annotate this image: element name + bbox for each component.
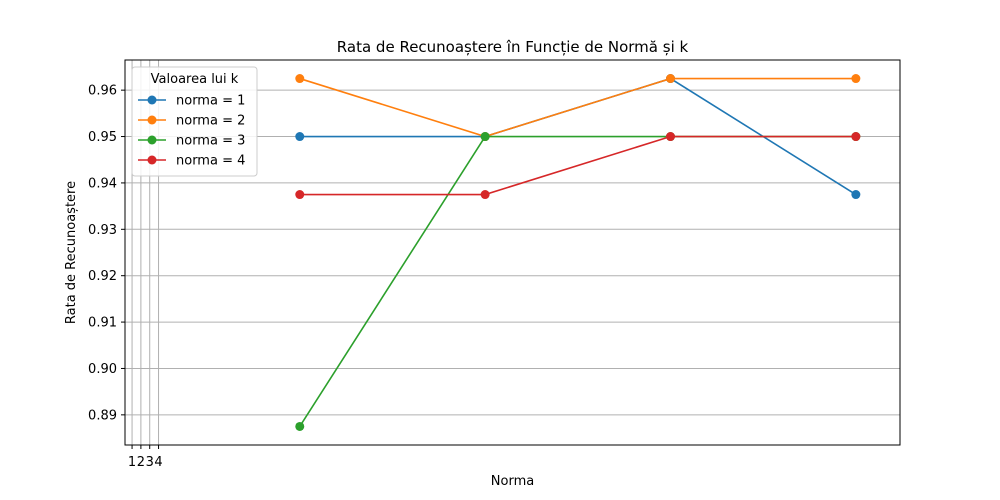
tick-layer: 0.89 0.90 0.91 0.92 0.93 0.94 0.95 0.96 1 2 3 4	[88, 84, 163, 470]
x-tick-label: 3	[146, 455, 154, 470]
series-line	[299, 135, 856, 427]
y-tick-label: 0.94	[88, 176, 117, 191]
data-point	[851, 132, 861, 142]
legend-marker	[147, 135, 157, 145]
legend-items: norma = 1 norma = 2 norma = 3 norma = 4	[138, 94, 245, 169]
y-tick-label: 0.89	[88, 408, 117, 423]
plot-frame	[124, 59, 901, 446]
legend-label: norma = 4	[176, 154, 245, 169]
chart-title: Rata de Recunoaștere în Funcție de Normă…	[337, 38, 689, 56]
y-tick-label: 0.92	[88, 269, 117, 284]
y-tick-label: 0.93	[88, 223, 117, 238]
data-point	[666, 132, 676, 142]
legend-label: norma = 2	[176, 114, 245, 129]
x-tick-label: 4	[154, 455, 162, 470]
data-point	[295, 421, 305, 431]
legend-marker	[147, 95, 157, 105]
data-point	[851, 74, 861, 84]
legend-label: norma = 3	[176, 134, 245, 149]
legend-marker	[147, 155, 157, 165]
x-tick-label: 1	[128, 455, 136, 470]
data-point	[295, 132, 305, 142]
series-layer	[295, 74, 861, 431]
y-tick-label: 0.96	[88, 84, 117, 99]
legend-label: norma = 1	[176, 94, 245, 109]
legend-marker	[147, 115, 157, 125]
x-tick-label: 2	[137, 455, 145, 470]
series-line	[299, 77, 856, 138]
data-point	[295, 190, 305, 200]
legend-title: Valoarea lui k	[151, 72, 239, 87]
y-tick-label: 0.90	[88, 362, 117, 377]
data-point	[851, 190, 861, 200]
y-tick-label: 0.95	[88, 130, 117, 145]
data-point	[295, 74, 305, 84]
x-axis-label: Norma	[491, 474, 534, 489]
legend-frame	[131, 66, 258, 177]
y-tick-label: 0.91	[88, 316, 117, 331]
data-point	[480, 190, 490, 200]
data-point	[480, 132, 490, 142]
series-line	[299, 135, 856, 196]
data-point	[666, 74, 676, 84]
y-axis-label: Rata de Recunoaștere	[64, 181, 79, 324]
